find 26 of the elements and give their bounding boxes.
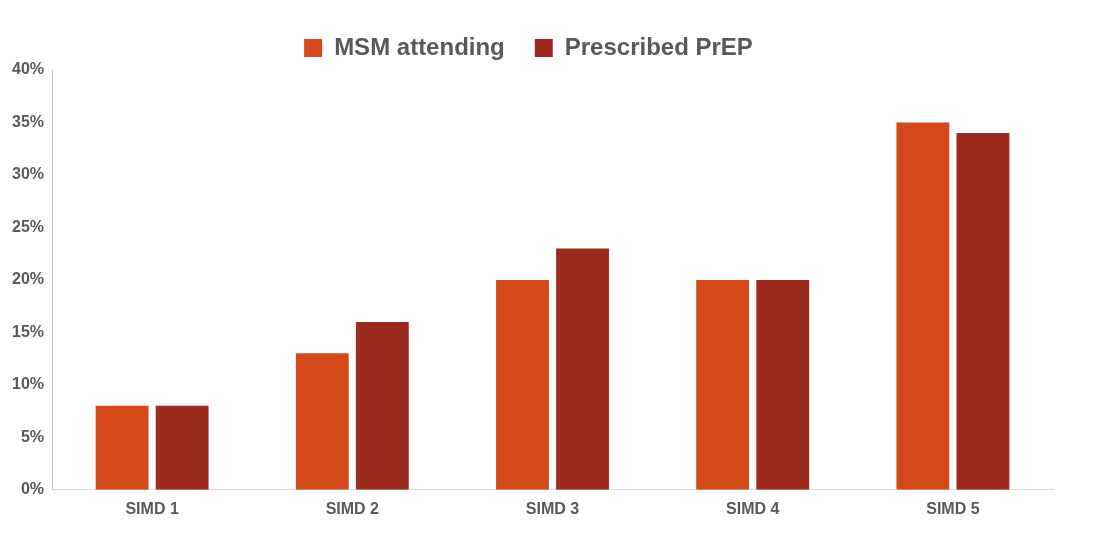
y-tick-label: 15%	[11, 322, 45, 340]
y-tick-label: 20%	[11, 270, 45, 288]
y-tick-label: 30%	[11, 165, 45, 183]
bar	[696, 279, 750, 490]
y-tick-label: 10%	[11, 375, 45, 393]
legend-label: MSM attending	[334, 32, 505, 60]
x-tick-label: SIMD 5	[926, 499, 980, 517]
bar	[95, 405, 149, 490]
y-tick-label: 25%	[11, 217, 45, 235]
x-tick-label: SIMD 3	[525, 499, 580, 517]
y-tick-label: 5%	[20, 427, 45, 445]
x-tick-label: SIMD 1	[125, 499, 179, 517]
legend-label: Prescribed PrEP	[564, 32, 753, 60]
x-tick-label: SIMD 2	[325, 499, 380, 517]
bar	[756, 279, 810, 490]
bar	[355, 321, 409, 490]
bar	[556, 248, 609, 490]
y-tick-label: 35%	[11, 112, 45, 130]
y-tick-label: 40%	[11, 60, 45, 78]
bar	[896, 122, 950, 490]
x-tick-label: SIMD 4	[726, 499, 780, 517]
bar	[956, 132, 1010, 490]
bar	[295, 353, 349, 490]
bar	[155, 405, 209, 490]
bar	[496, 279, 549, 490]
y-tick-label: 0%	[20, 480, 45, 498]
